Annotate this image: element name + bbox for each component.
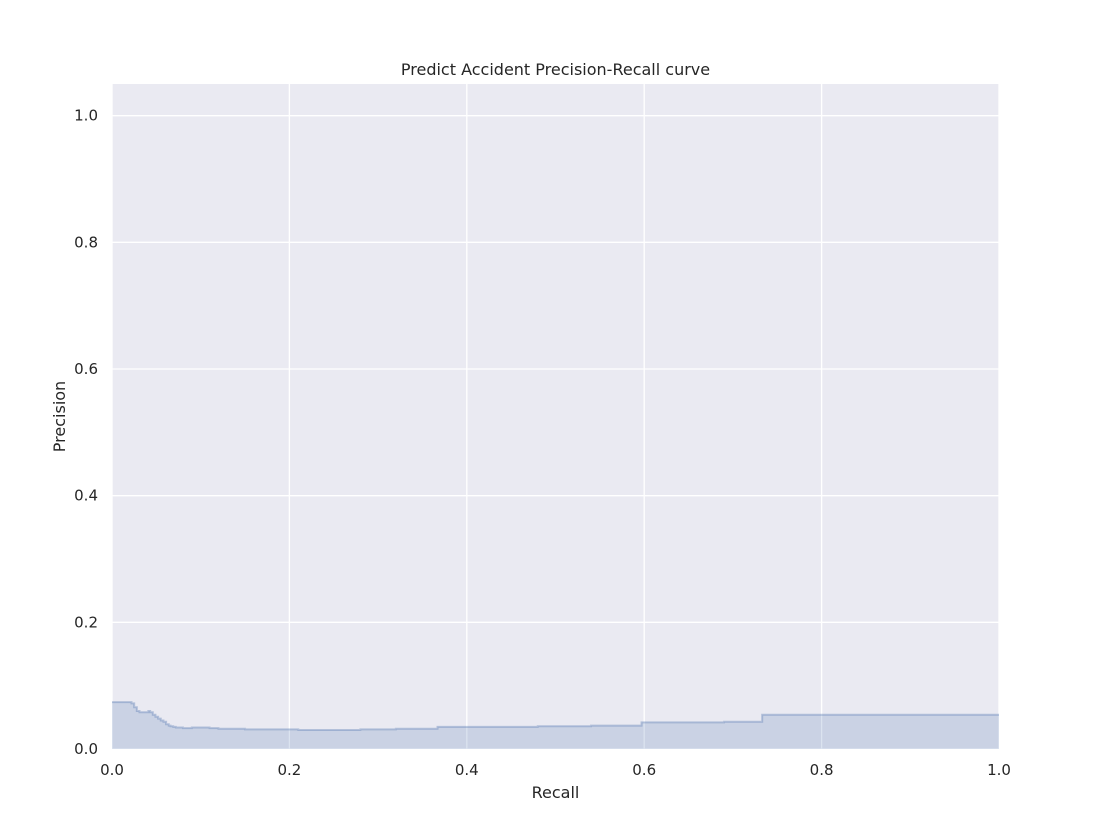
pr-curve-fill <box>112 702 999 749</box>
x-tick-label: 0.0 <box>100 761 124 779</box>
y-tick-label: 0.8 <box>74 233 98 251</box>
grid-lines <box>111 84 1000 750</box>
y-tick-label: 0.0 <box>74 740 98 758</box>
x-axis-label: Recall <box>532 783 580 802</box>
series-area <box>112 701 999 749</box>
y-tick-label: 0.4 <box>74 487 98 505</box>
y-tick-labels: 0.0 0.2 0.4 0.6 0.8 1.0 <box>74 107 98 758</box>
x-tick-label: 0.4 <box>455 761 479 779</box>
x-tick-labels: 0.0 0.2 0.4 0.6 0.8 1.0 <box>100 761 1011 779</box>
x-tick-label: 0.8 <box>810 761 834 779</box>
y-tick-label: 0.6 <box>74 360 98 378</box>
plot-area <box>112 84 999 749</box>
x-tick-label: 0.6 <box>632 761 656 779</box>
y-tick-label: 1.0 <box>74 107 98 125</box>
pr-curve-line <box>112 701 999 731</box>
x-tick-label: 0.2 <box>277 761 301 779</box>
chart-title: Predict Accident Precision-Recall curve <box>401 60 710 79</box>
y-tick-label: 0.2 <box>74 613 98 631</box>
x-tick-label: 1.0 <box>987 761 1011 779</box>
y-axis-label: Precision <box>50 381 69 452</box>
